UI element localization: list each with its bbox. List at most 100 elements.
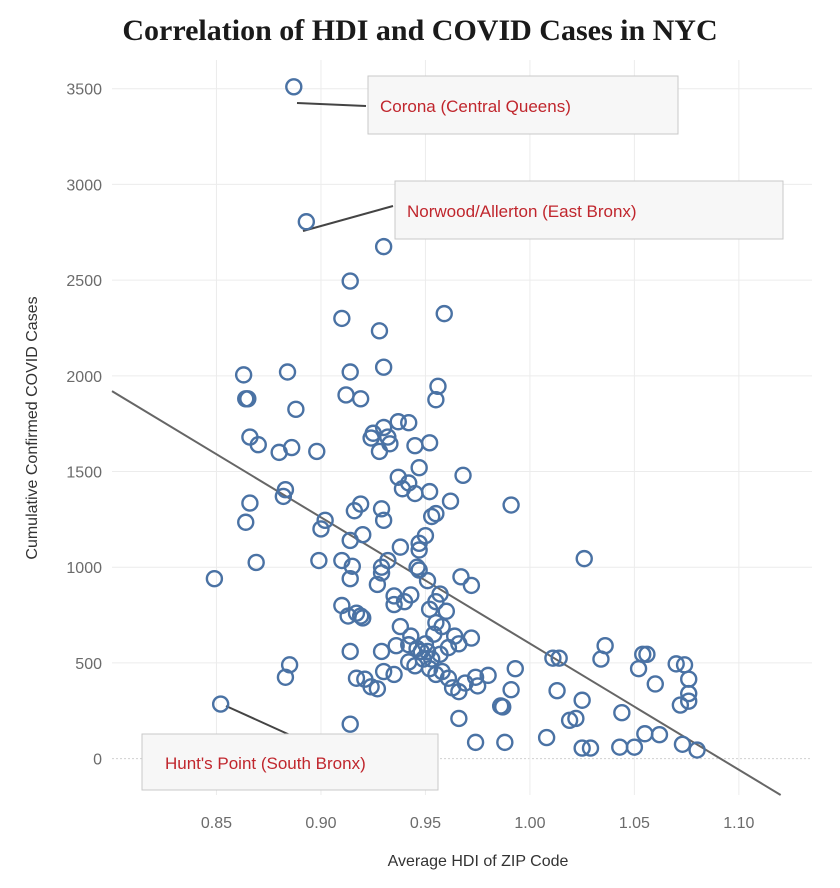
data-point (370, 322, 389, 340)
x-tick-label: 1.10 (723, 815, 754, 832)
data-point (211, 695, 230, 713)
data-point (479, 666, 497, 685)
data-point (502, 496, 520, 514)
data-point (410, 561, 428, 579)
data-point (237, 513, 255, 531)
y-tick-label: 500 (75, 656, 102, 673)
data-point (337, 386, 355, 404)
data-point (638, 645, 656, 664)
y-tick-label: 3500 (66, 82, 102, 99)
data-point (548, 681, 566, 700)
data-point (650, 726, 669, 744)
data-point (341, 642, 359, 661)
data-point (625, 738, 644, 756)
data-point (316, 511, 334, 530)
data-point (441, 492, 460, 510)
y-tick-label: 0 (93, 752, 102, 769)
data-point (351, 607, 370, 625)
data-point (439, 669, 458, 687)
data-point (680, 670, 698, 688)
data-point (410, 534, 428, 553)
data-point (241, 494, 259, 512)
data-point (494, 698, 512, 716)
callout-leaders (225, 102, 394, 736)
data-point (433, 617, 451, 636)
data-point (274, 487, 293, 506)
callout-leader-line (296, 102, 367, 107)
y-tick-label: 2000 (66, 369, 102, 386)
data-point (368, 575, 387, 594)
data-point (437, 602, 456, 620)
y-axis-label: Cumulative Confirmed COVID Cases (24, 296, 41, 559)
data-point (249, 436, 267, 454)
data-point (427, 391, 445, 409)
y-tick-labels: 0 500 1000 1500 2000 2500 3000 3500 (66, 82, 102, 769)
data-point (423, 507, 441, 526)
data-point (379, 428, 397, 446)
data-point (673, 735, 692, 753)
data-point (341, 363, 359, 381)
data-points (205, 78, 706, 759)
data-point (239, 390, 257, 408)
data-point (550, 649, 568, 667)
data-point (435, 304, 453, 323)
x-tick-label: 0.85 (201, 815, 232, 832)
y-tick-label: 2500 (66, 273, 102, 290)
data-point (341, 272, 359, 290)
data-point (385, 665, 403, 684)
data-point (310, 551, 328, 570)
data-point (278, 363, 297, 381)
data-point (454, 466, 472, 485)
x-tick-label: 1.00 (514, 815, 545, 832)
data-point (680, 692, 698, 710)
data-point (429, 377, 447, 396)
data-point (372, 558, 391, 576)
data-point (573, 691, 591, 709)
data-point (680, 684, 698, 703)
x-axis-label: Average HDI of ZIP Code (388, 853, 569, 870)
data-point (506, 659, 524, 678)
data-point (372, 642, 391, 661)
data-point (347, 669, 366, 687)
data-point (468, 677, 487, 695)
data-point (410, 458, 428, 477)
data-point (671, 696, 690, 714)
data-point (537, 728, 556, 747)
data-point (372, 564, 391, 582)
x-tick-label: 0.90 (305, 815, 336, 832)
y-tick-label: 1000 (66, 560, 102, 577)
data-point (341, 715, 359, 733)
data-point (667, 655, 685, 673)
data-point (297, 213, 316, 231)
data-point (466, 733, 485, 752)
data-point (592, 650, 610, 668)
data-point (308, 442, 326, 461)
callout-leader-line (302, 205, 394, 232)
callout-leader-line (225, 705, 291, 736)
data-point (333, 309, 351, 328)
data-point (450, 635, 468, 653)
data-point (418, 571, 437, 590)
data-point (389, 413, 407, 431)
data-point (400, 414, 418, 432)
data-point (312, 520, 330, 538)
data-point (420, 482, 439, 501)
data-point (408, 558, 426, 576)
data-point (341, 570, 359, 588)
data-point (496, 733, 514, 752)
data-point (646, 675, 664, 693)
data-point (613, 703, 631, 722)
data-point (462, 576, 481, 595)
data-point (285, 78, 303, 96)
data-point (351, 495, 370, 513)
data-point (385, 595, 403, 614)
callout-label: Norwood/Allerton (East Bronx) (407, 202, 637, 221)
callout-box (394, 180, 784, 240)
y-tick-label: 3000 (66, 177, 102, 194)
y-tick-label: 1500 (66, 465, 102, 482)
data-point (581, 739, 600, 757)
data-point (287, 400, 305, 419)
data-point (391, 617, 410, 636)
data-point (370, 442, 389, 461)
data-point (575, 549, 593, 568)
